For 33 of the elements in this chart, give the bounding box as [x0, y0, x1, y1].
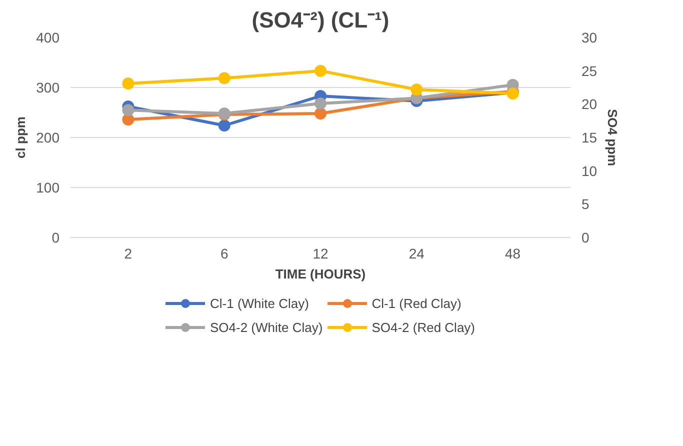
point	[218, 120, 230, 132]
point	[410, 84, 423, 96]
y2-tick-label: 20	[582, 96, 598, 112]
x-tick-label: 12	[312, 246, 328, 262]
y2-tick-label: 0	[582, 230, 590, 246]
y2-axis-title: SO4 ppm	[605, 108, 620, 166]
x-tick-label: 24	[408, 246, 425, 262]
point	[218, 72, 230, 84]
y-tick-label: 300	[36, 80, 60, 96]
point	[314, 98, 326, 110]
y2-tick-label: 30	[582, 30, 598, 46]
x-tick-label: 2	[124, 246, 132, 262]
point	[314, 64, 326, 77]
y-tick-label: 0	[52, 230, 60, 246]
point	[122, 78, 134, 90]
point	[314, 108, 326, 120]
x-axis-title: TIME (HOURS)	[275, 266, 366, 282]
legend-label: Cl-1 (White Clay)	[210, 296, 309, 310]
y-tick-label: 200	[36, 130, 60, 146]
legend-label: SO4-2 (White Clay)	[210, 320, 323, 334]
y-tick-label: 100	[36, 180, 60, 196]
y2-tick-label: 5	[582, 196, 590, 212]
y2-tick-label: 15	[582, 130, 598, 146]
legend-label: Cl-1 (Red Clay)	[372, 296, 462, 310]
legend-label: SO4-2 (Red Clay)	[372, 320, 476, 334]
y-tick-label: 400	[36, 30, 60, 46]
y-axis-title: cl ppm	[13, 116, 28, 158]
point	[122, 104, 134, 116]
x-tick-label: 6	[220, 246, 228, 262]
x-tick-label: 48	[505, 246, 521, 262]
y2-tick-label: 10	[582, 162, 598, 179]
y2-tick-label: 25	[582, 62, 598, 79]
chart-title: (SO4⁻²) (CL⁻¹)	[252, 8, 390, 32]
